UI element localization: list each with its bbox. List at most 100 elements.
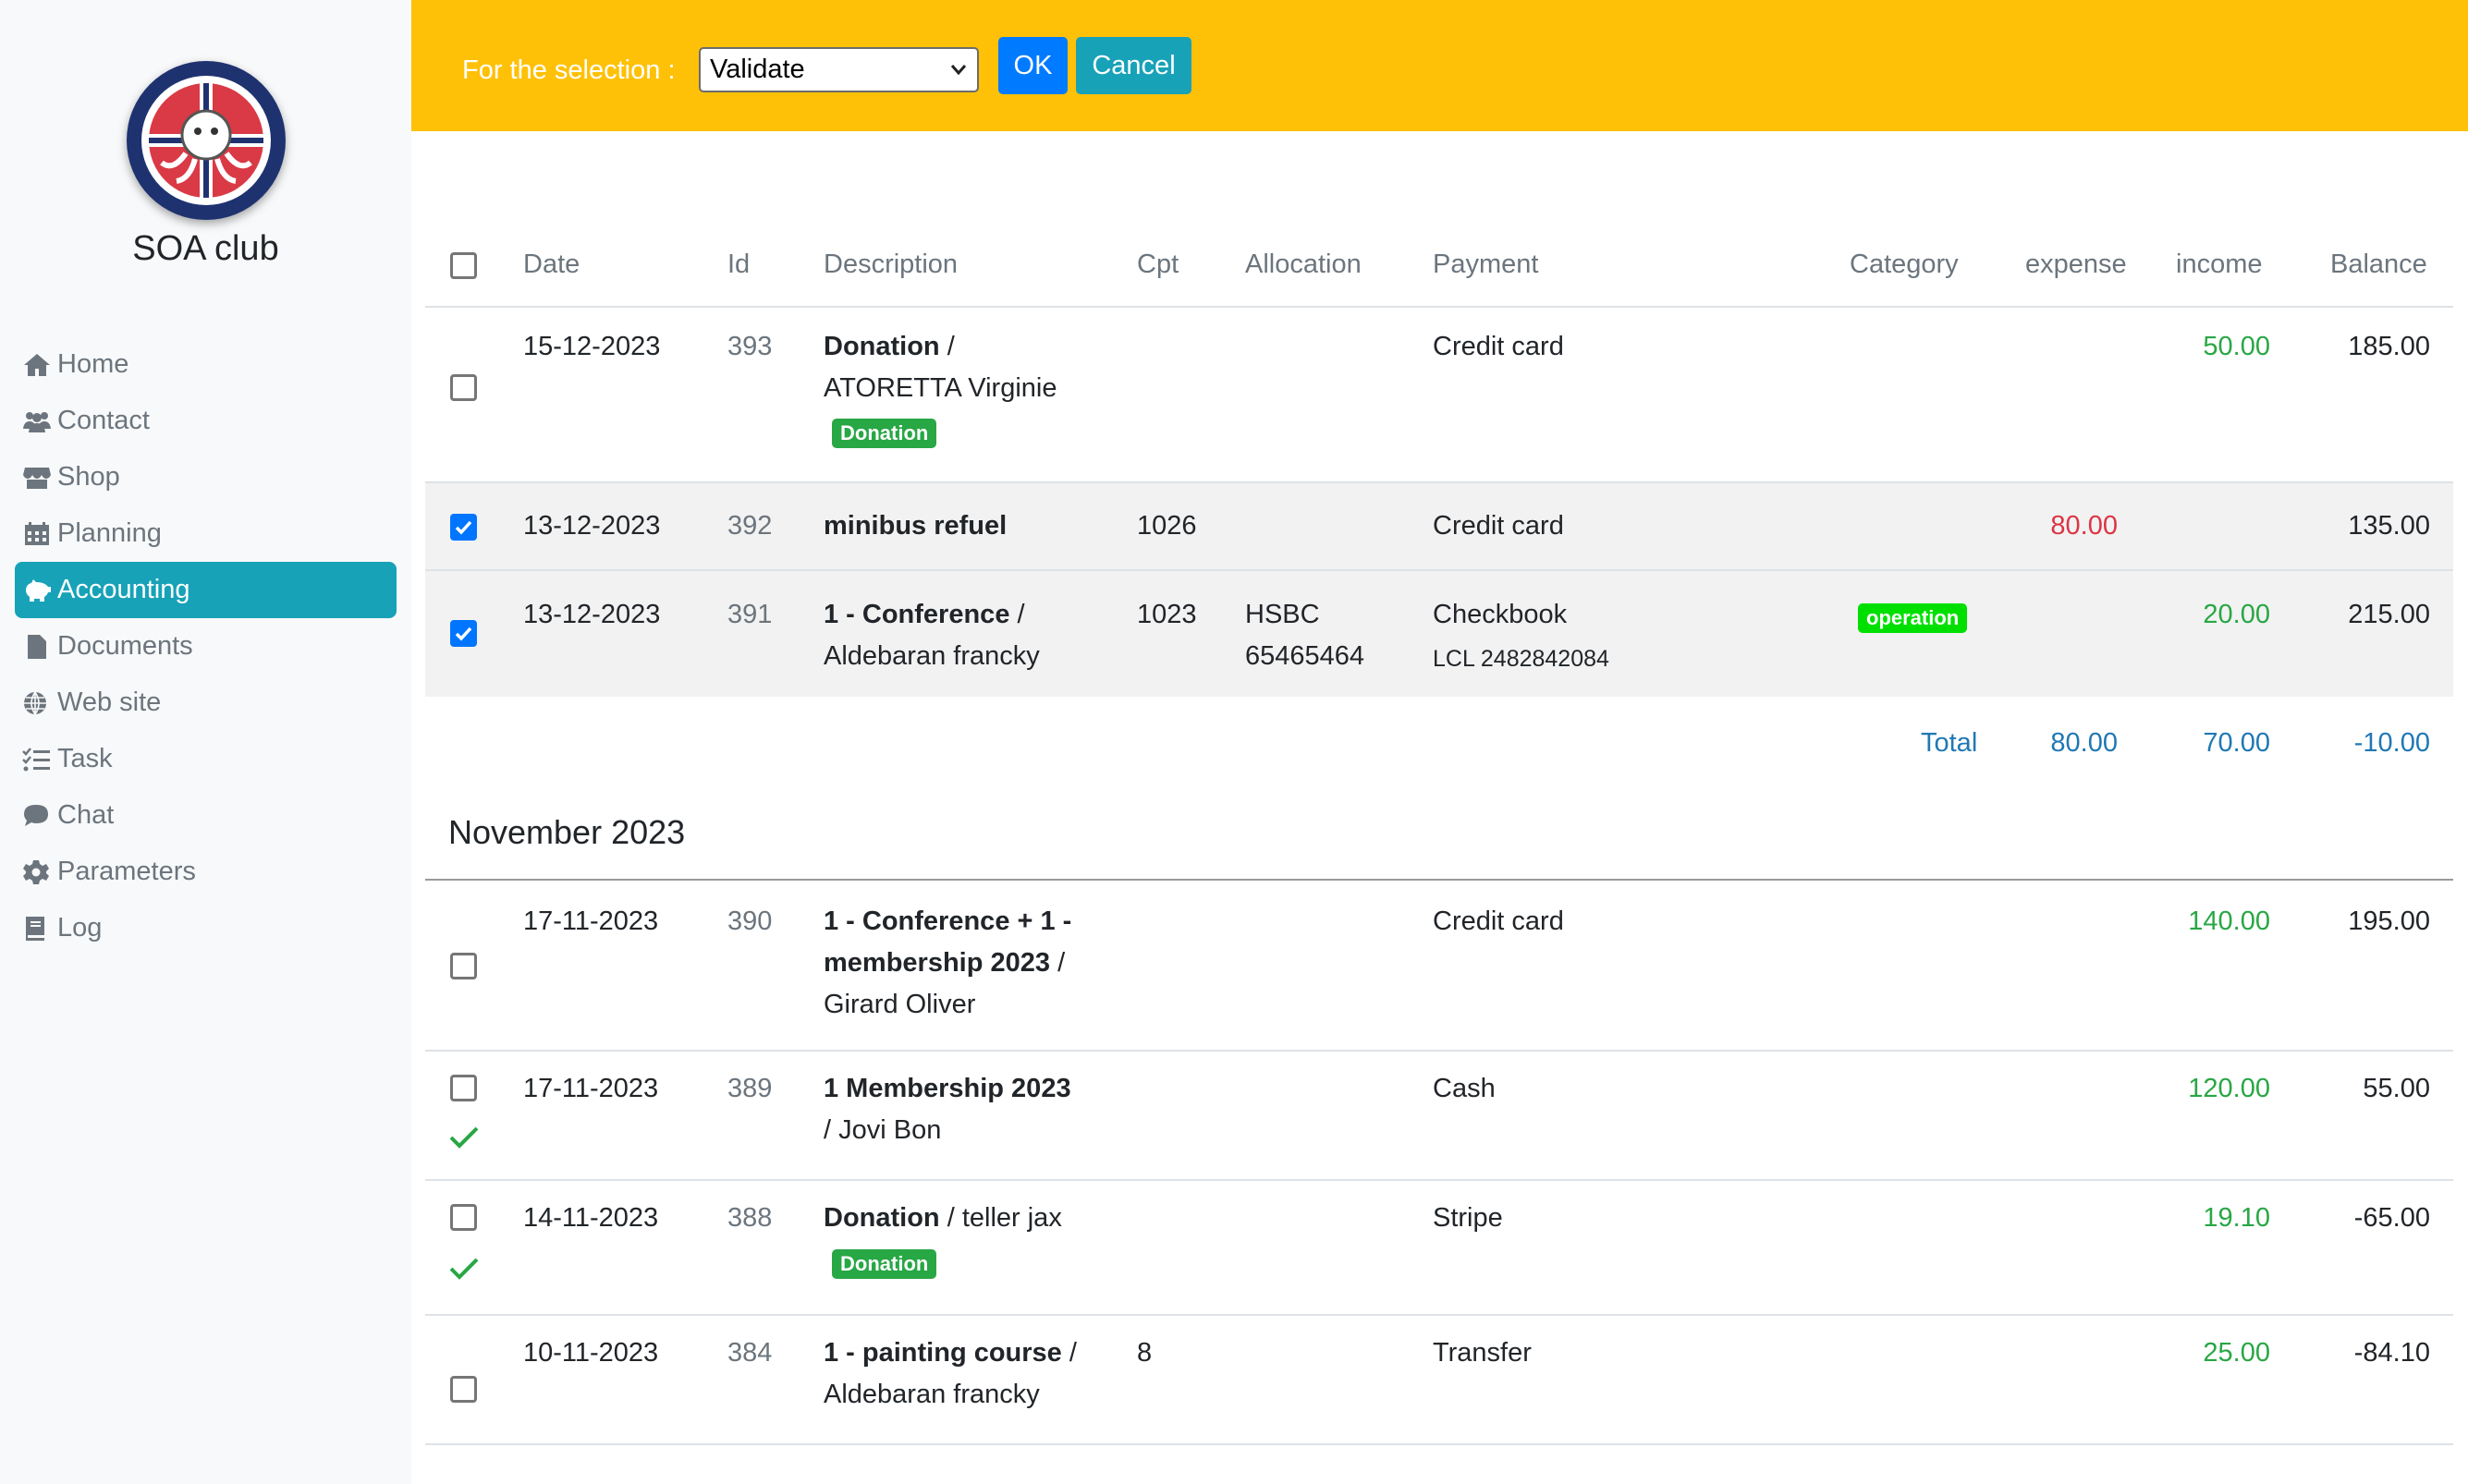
- row-id[interactable]: 384: [727, 1338, 773, 1368]
- description-title: Donation: [824, 1203, 940, 1233]
- row-category-wrap: operation: [1858, 596, 1968, 638]
- cancel-button[interactable]: Cancel: [1076, 37, 1191, 94]
- row-payment: Stripe: [1433, 1203, 1503, 1233]
- select-all-checkbox[interactable]: [450, 252, 477, 279]
- comment-icon: [22, 801, 57, 831]
- row-allocation-bank: HSBC: [1245, 600, 1320, 629]
- table-row[interactable]: 13-12-2023 391 1 - Conference / Aldebara…: [425, 571, 2453, 697]
- table-header-row: Date Id Description Cpt Allocation Payme…: [425, 222, 2453, 308]
- column-header-date[interactable]: Date: [523, 249, 580, 279]
- selection-label: For the selection :: [462, 55, 676, 85]
- row-payment: Cash: [1433, 1074, 1496, 1103]
- row-income: 19.10: [2203, 1203, 2270, 1233]
- row-balance: 215.00: [2348, 600, 2430, 629]
- table-row[interactable]: 10-11-2023 384 1 - painting course / Ald…: [425, 1316, 2453, 1445]
- sidebar-item-shop[interactable]: Shop: [15, 449, 397, 505]
- table-row[interactable]: 14-11-2023 388 Donation / teller jax Don…: [425, 1181, 2453, 1316]
- row-date: 14-11-2023: [523, 1203, 659, 1233]
- checkmark-icon: [455, 520, 472, 535]
- row-description[interactable]: Donation /: [824, 326, 955, 368]
- sidebar-item-planning[interactable]: Planning: [15, 505, 397, 562]
- sidebar-item-chat[interactable]: Chat: [15, 787, 397, 844]
- column-header-balance[interactable]: Balance: [2330, 249, 2427, 279]
- row-badge-wrap: Donation: [832, 411, 937, 453]
- sidebar-item-home[interactable]: Home: [15, 336, 397, 393]
- selection-action-select[interactable]: Validate: [699, 47, 979, 92]
- sidebar-item-contact[interactable]: Contact: [15, 393, 397, 449]
- table-row[interactable]: 17-11-2023 390 1 - Conference + 1 - memb…: [425, 881, 2453, 1052]
- description-separator: /: [939, 332, 955, 361]
- row-checkbox[interactable]: [450, 374, 477, 401]
- month-heading: November 2023: [448, 813, 686, 851]
- row-id[interactable]: 393: [727, 332, 773, 361]
- row-balance: 55.00: [2363, 1074, 2430, 1103]
- column-header-payment[interactable]: Payment: [1433, 249, 1539, 279]
- description-contact[interactable]: ATORETTA Virginie: [824, 373, 1057, 403]
- row-checkbox-checked[interactable]: [450, 620, 477, 647]
- column-header-id[interactable]: Id: [727, 249, 751, 279]
- description-contact[interactable]: / Jovi Bon: [824, 1115, 942, 1145]
- row-description[interactable]: 1 - Conference + 1 -: [824, 906, 1072, 936]
- table-row[interactable]: 13-12-2023 392 minibus refuel 1026 Credi…: [425, 483, 2453, 571]
- ok-button[interactable]: OK: [998, 37, 1068, 94]
- row-id[interactable]: 392: [727, 511, 773, 541]
- row-id[interactable]: 389: [727, 1074, 773, 1103]
- validated-check-icon: [449, 1126, 479, 1149]
- row-checkbox-checked[interactable]: [450, 514, 477, 541]
- row-description[interactable]: 1 - Conference /: [824, 594, 1025, 636]
- column-header-expense[interactable]: expense: [2025, 249, 2127, 279]
- month-divider: [425, 879, 2453, 881]
- row-expense: 80.00: [2050, 511, 2118, 541]
- row-payment-detail: LCL 2482842084: [1433, 646, 1609, 672]
- row-balance: 185.00: [2348, 332, 2430, 361]
- row-description[interactable]: Donation / teller jax: [824, 1198, 1062, 1239]
- row-id[interactable]: 388: [727, 1203, 773, 1233]
- column-header-description[interactable]: Description: [824, 249, 959, 279]
- sidebar-item-accounting[interactable]: Accounting: [15, 562, 397, 618]
- column-header-income[interactable]: income: [2176, 249, 2263, 279]
- book-icon: [22, 914, 57, 943]
- description-separator: /: [1061, 1338, 1077, 1368]
- category-badge: Donation: [832, 419, 937, 448]
- table-row[interactable]: 17-11-2023 389 1 Membership 2023 / Jovi …: [425, 1052, 2453, 1181]
- selection-action-value: Validate: [710, 55, 805, 84]
- row-description[interactable]: 1 - painting course /: [824, 1332, 1077, 1374]
- description-contact[interactable]: Girard Oliver: [824, 990, 976, 1019]
- piggy-bank-icon: [22, 576, 57, 605]
- description-title: membership 2023: [824, 948, 1051, 978]
- total-expense: 80.00: [2050, 728, 2118, 758]
- row-checkbox[interactable]: [450, 1204, 477, 1231]
- description-contact[interactable]: Aldebaran francky: [824, 641, 1040, 671]
- row-payment: Credit card: [1433, 332, 1564, 361]
- row-id[interactable]: 391: [727, 600, 773, 629]
- row-income: 140.00: [2188, 906, 2270, 936]
- sidebar-item-documents[interactable]: Documents: [15, 618, 397, 675]
- sidebar-item-web-site[interactable]: Web site: [15, 675, 397, 731]
- gear-icon: [22, 858, 57, 887]
- sidebar-item-parameters[interactable]: Parameters: [15, 844, 397, 900]
- store-icon: [22, 463, 57, 493]
- column-header-cpt[interactable]: Cpt: [1137, 249, 1179, 279]
- sidebar-item-label: Log: [57, 913, 103, 943]
- row-id[interactable]: 390: [727, 906, 773, 936]
- row-date: 13-12-2023: [523, 511, 661, 541]
- description-contact[interactable]: Aldebaran francky: [824, 1380, 1040, 1409]
- sidebar-item-log[interactable]: Log: [15, 900, 397, 956]
- row-description[interactable]: 1 Membership 2023: [824, 1074, 1071, 1103]
- column-header-allocation[interactable]: Allocation: [1245, 249, 1362, 279]
- checkmark-icon: [455, 626, 472, 641]
- sidebar-item-task[interactable]: Task: [15, 731, 397, 787]
- table-row[interactable]: 15-12-2023 393 Donation / ATORETTA Virgi…: [425, 308, 2453, 483]
- sidebar-item-label: Accounting: [57, 575, 190, 604]
- column-header-category[interactable]: Category: [1850, 249, 1959, 279]
- row-checkbox[interactable]: [450, 1075, 477, 1101]
- club-logo[interactable]: [127, 61, 286, 220]
- calendar-icon: [22, 519, 57, 549]
- row-balance: 135.00: [2348, 511, 2430, 541]
- row-checkbox[interactable]: [450, 1376, 477, 1403]
- row-checkbox[interactable]: [450, 953, 477, 979]
- sidebar-item-label: Documents: [57, 631, 193, 661]
- tasks-icon: [22, 745, 57, 774]
- row-description[interactable]: minibus refuel: [824, 511, 1008, 541]
- category-badge: Donation: [832, 1249, 937, 1279]
